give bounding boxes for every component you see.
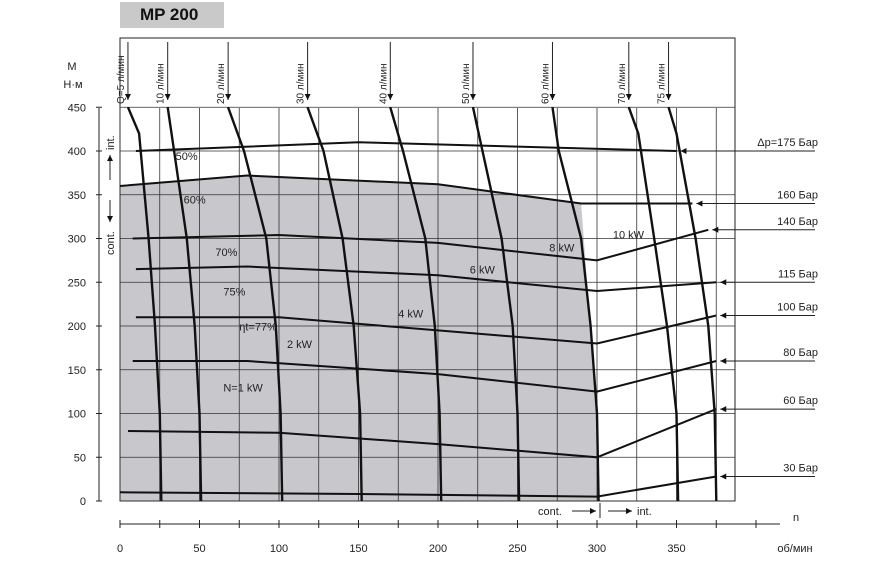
zone-label-cont: cont. — [538, 506, 562, 518]
efficiency-label: 50% — [176, 151, 198, 163]
pressure-label: 30 Бар — [783, 463, 818, 475]
pressure-line — [132, 228, 709, 262]
flow-line — [551, 107, 600, 502]
zone-label-cont-vertical: cont. — [105, 231, 117, 255]
pressure-label: 100 Бар — [777, 302, 818, 314]
flow-line — [667, 106, 718, 502]
flow-line — [126, 106, 163, 502]
pressure-line — [119, 475, 717, 498]
power-label: 6 kW — [470, 265, 496, 277]
efficiency-label: 75% — [223, 286, 245, 298]
y-tick-label: 250 — [68, 277, 86, 289]
y-tick-label: 300 — [68, 234, 86, 246]
pressure-label: Δp=175 Бар — [757, 137, 818, 149]
y-tick-label: 150 — [68, 365, 86, 377]
zone-label-int-vertical: int. — [105, 135, 117, 150]
flow-label: 70 л/мин — [617, 64, 628, 105]
flow-label: 60 л/мин — [540, 64, 551, 105]
power-label: 4 kW — [398, 308, 424, 320]
pressure-label: 60 Бар — [783, 395, 818, 407]
power-label: 2 kW — [287, 339, 313, 351]
y-tick-label: 400 — [68, 146, 86, 158]
efficiency-label: ηt=77% — [239, 321, 277, 333]
y-tick-label: 100 — [68, 409, 86, 421]
x-tick-label: 350 — [667, 543, 685, 555]
power-label: 8 kW — [549, 243, 575, 255]
x-axis-label: n — [793, 512, 799, 524]
y-tick-label: 450 — [68, 102, 86, 114]
zone-label-int: int. — [637, 506, 652, 518]
y-axis-unit: Н·м — [63, 79, 82, 91]
flow-label: Q=5 л/мин — [116, 55, 127, 104]
x-tick-label: 300 — [588, 543, 606, 555]
x-axis-unit: об/мин — [777, 543, 812, 555]
efficiency-label: 70% — [215, 247, 237, 259]
pressure-line — [132, 360, 717, 393]
flow-label: 75 л/мин — [657, 64, 668, 105]
chart-title-box: MP 200 — [120, 2, 224, 28]
x-tick-label: 200 — [429, 543, 447, 555]
flow-label: 50 л/мин — [461, 64, 472, 105]
flow-line — [166, 107, 203, 502]
flow-label: 40 л/мин — [378, 64, 389, 105]
pressure-label: 80 Бар — [783, 347, 818, 359]
efficiency-label: 60% — [184, 195, 206, 207]
flow-label: 20 л/мин — [216, 64, 227, 105]
flow-label: 30 л/мин — [296, 64, 307, 105]
pressure-line — [127, 408, 717, 459]
pressure-label: 115 Бар — [778, 268, 818, 280]
y-tick-label: 350 — [68, 190, 86, 202]
x-tick-label: 100 — [270, 543, 288, 555]
power-label: 10 kW — [613, 230, 645, 242]
x-tick-label: 250 — [508, 543, 526, 555]
x-tick-label: 50 — [193, 543, 205, 555]
y-tick-label: 200 — [68, 321, 86, 333]
y-tick-label: 0 — [80, 496, 86, 508]
pressure-line — [119, 174, 693, 205]
y-axis-label: M — [67, 61, 76, 73]
flow-label: 10 л/мин — [156, 64, 167, 105]
pressure-line — [135, 265, 717, 293]
y-tick-label: 50 — [74, 452, 86, 464]
flow-line — [226, 106, 284, 502]
x-tick-label: 150 — [349, 543, 367, 555]
flow-line — [627, 106, 680, 502]
pressure-line — [135, 314, 717, 345]
chart-title: MP 200 — [140, 5, 199, 24]
power-label: N=1 kW — [223, 383, 263, 395]
x-tick-label: 0 — [117, 543, 123, 555]
pressure-line — [135, 141, 677, 152]
pressure-label: 140 Бар — [777, 216, 818, 228]
pressure-label: 160 Бар — [777, 190, 818, 202]
